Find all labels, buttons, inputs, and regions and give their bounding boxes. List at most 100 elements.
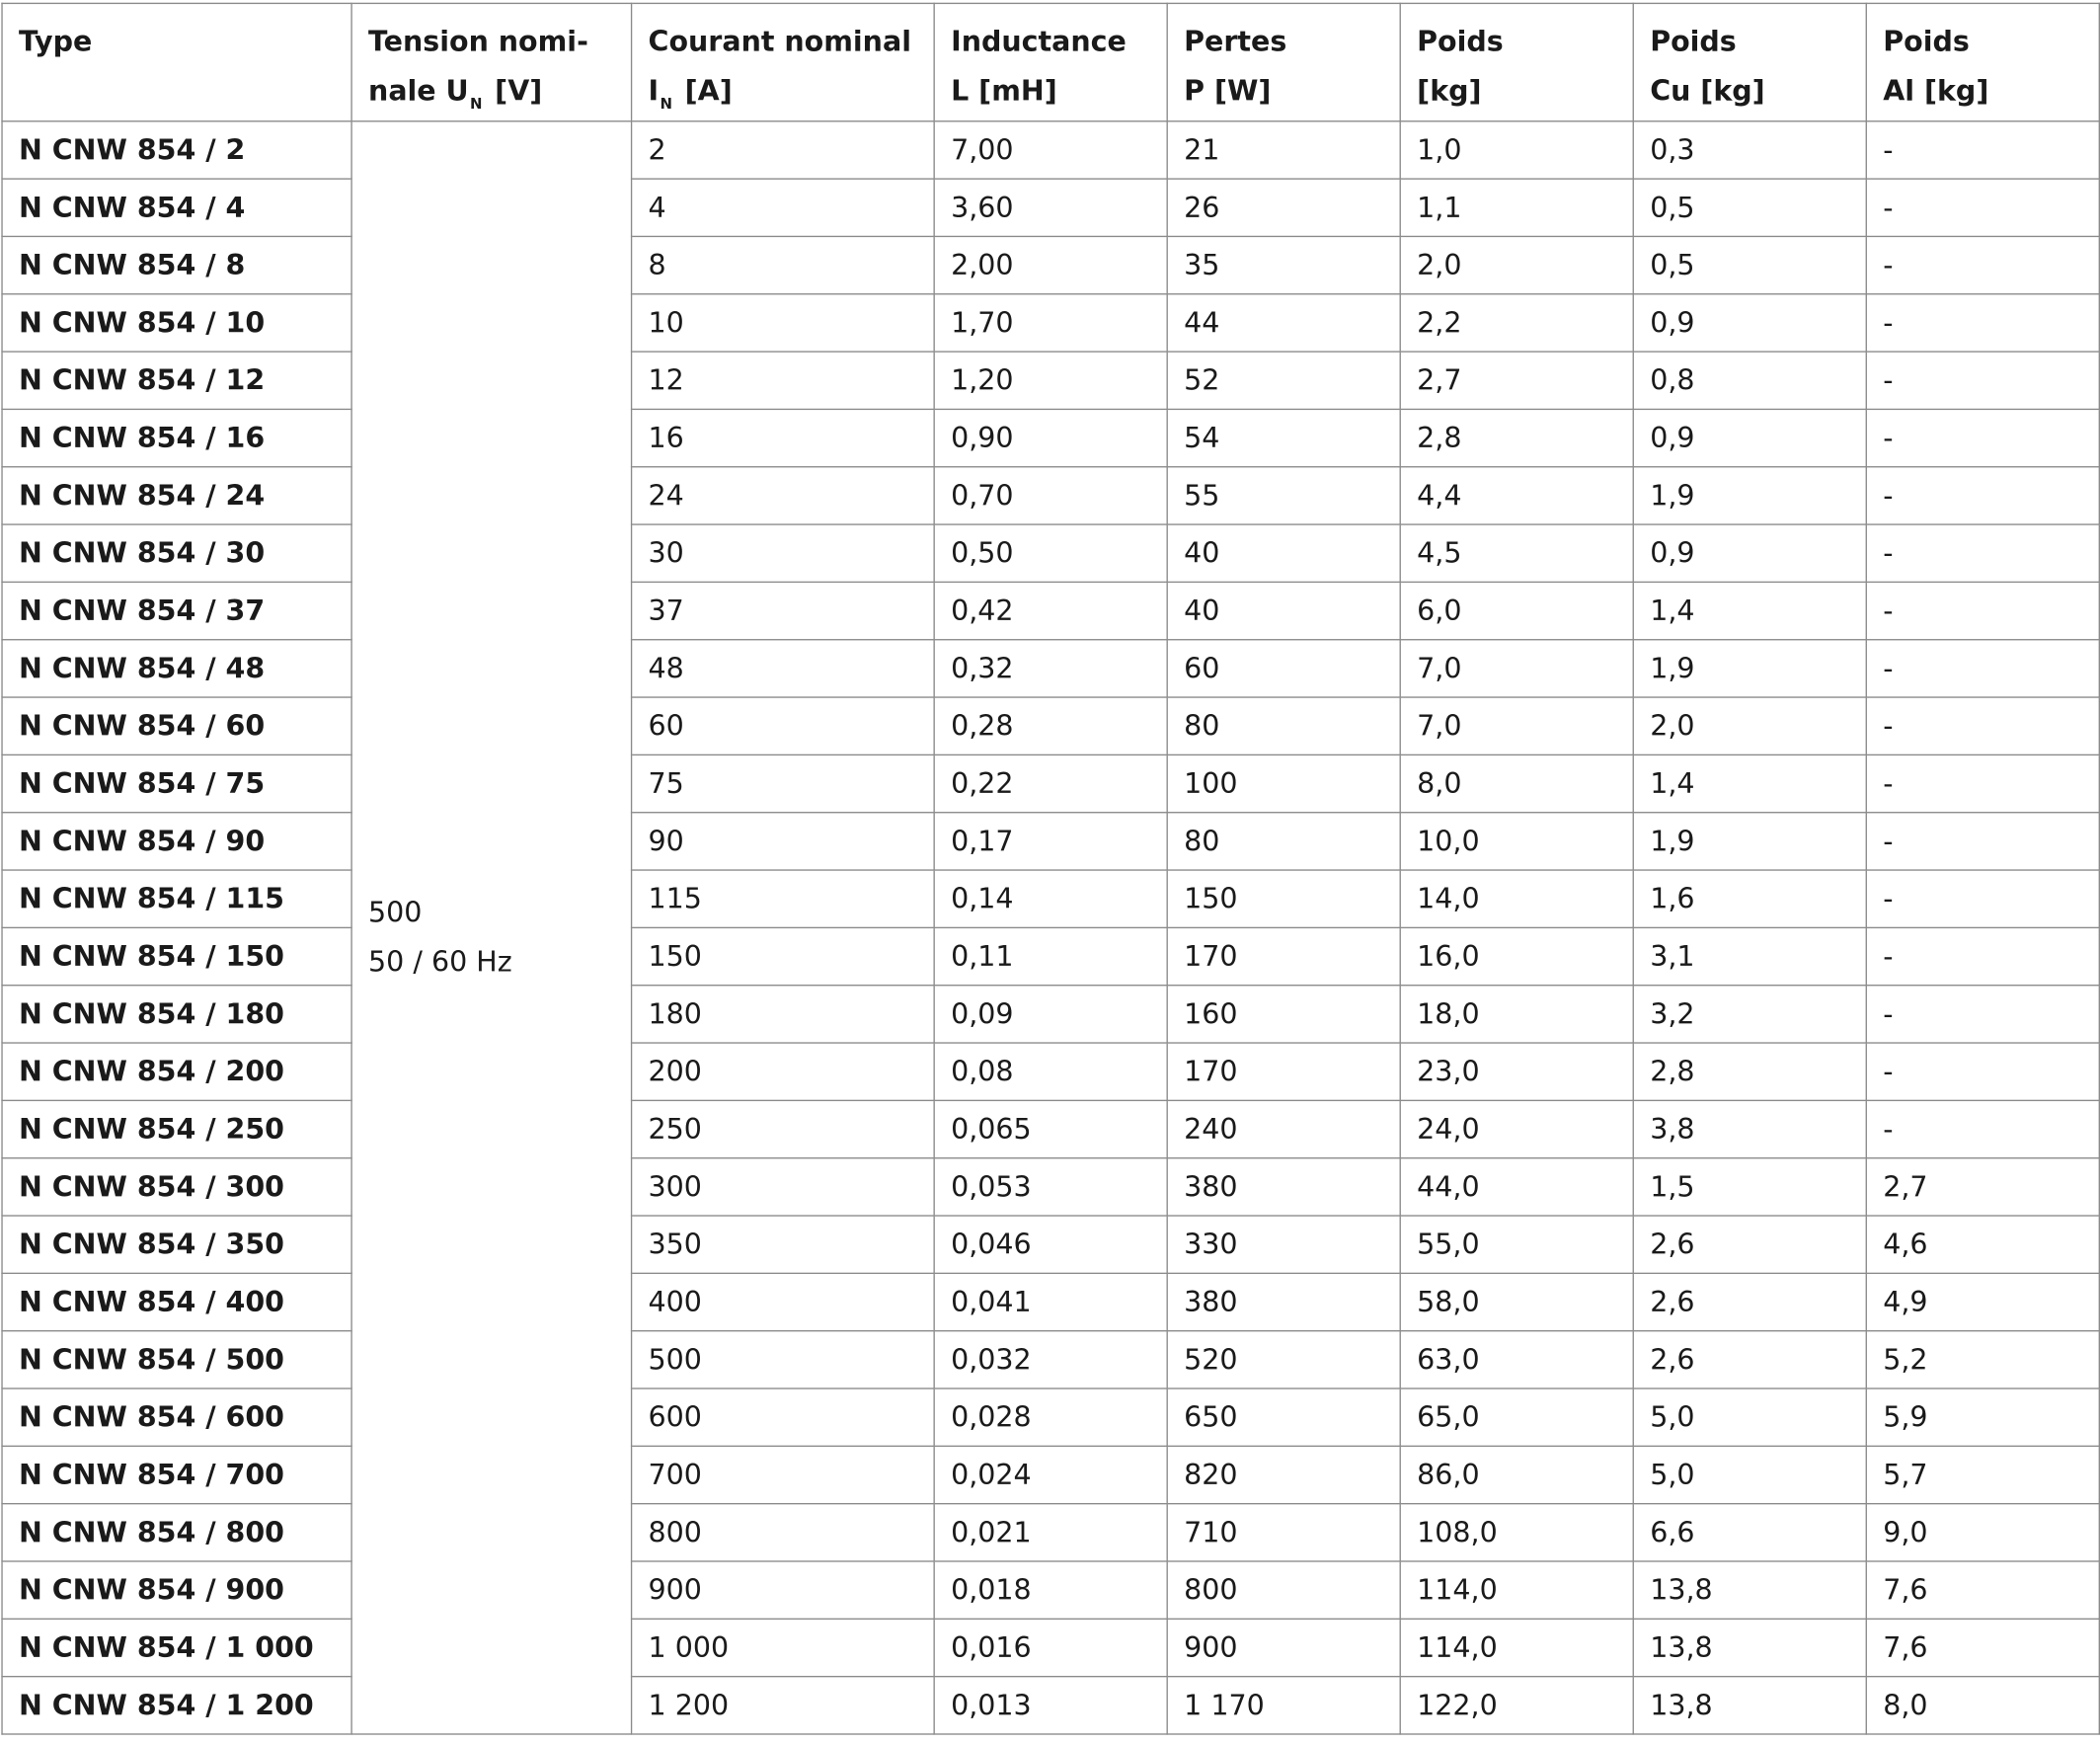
header-voltage-symbol: nale U <box>368 74 469 108</box>
header-inductance: Inductance L [mH] <box>933 2 1168 122</box>
cell-inductance: 7,00 <box>933 120 1168 180</box>
cell-weight-cu: 0,3 <box>1632 120 1867 180</box>
cell-losses: 40 <box>1166 523 1401 584</box>
cell-weight: 122,0 <box>1399 1675 1634 1735</box>
table-row: N CNW 854 / 350 350 0,046 330 55,0 2,6 4,6 <box>1 1215 2100 1275</box>
cell-losses: 44 <box>1166 293 1401 353</box>
cell-losses: 1 170 <box>1166 1675 1401 1735</box>
cell-type: N CNW 854 / 16 <box>1 408 352 468</box>
cell-weight-cu: 0,8 <box>1632 351 1867 411</box>
cell-type: N CNW 854 / 800 <box>1 1502 352 1562</box>
cell-weight: 24,0 <box>1399 1099 1634 1159</box>
header-current-line2: IN [A] <box>649 67 918 120</box>
header-voltage-unit: [V] <box>485 74 543 108</box>
table-row: N CNW 854 / 200 200 0,08 170 23,0 2,8- <box>1 1042 2100 1102</box>
cell-weight-al: - <box>1865 408 2100 468</box>
cell-losses: 520 <box>1166 1330 1401 1389</box>
cell-weight: 2,2 <box>1399 293 1634 353</box>
cell-current: 30 <box>630 523 935 584</box>
cell-weight-al: 7,6 <box>1865 1560 2100 1621</box>
table-row: N CNW 854 / 10 10 1,70 44 2,2 0,9- <box>1 293 2100 353</box>
table-row: N CNW 854 / 48 48 0,32 60 7,0 1,9- <box>1 639 2100 698</box>
header-voltage: Tension nomi- nale UN [V] <box>350 2 633 122</box>
table-row: N CNW 854 / 1 200 1 200 0,013 1 170 122,0 13,… <box>1 1675 2100 1735</box>
cell-type: N CNW 854 / 75 <box>1 753 352 814</box>
cell-current: 400 <box>630 1272 935 1332</box>
cell-weight-al: - <box>1865 523 2100 584</box>
cell-type: N CNW 854 / 2 <box>1 120 352 180</box>
cell-current: 90 <box>630 812 935 871</box>
cell-weight-cu: 5,0 <box>1632 1387 1867 1448</box>
table-row: N CNW 854 / 500 500 0,032 520 63,0 2,6 5,2 <box>1 1330 2100 1389</box>
header-current-unit: [A] <box>674 74 733 108</box>
cell-inductance: 1,20 <box>933 351 1168 411</box>
cell-losses: 52 <box>1166 351 1401 411</box>
cell-weight: 2,0 <box>1399 235 1634 295</box>
cell-type: N CNW 854 / 400 <box>1 1272 352 1332</box>
table-row: N CNW 854 / 30 30 0,50 40 4,5 0,9- <box>1 523 2100 584</box>
cell-weight-al: 5,7 <box>1865 1445 2100 1505</box>
cell-weight: 7,0 <box>1399 696 1634 756</box>
cell-type: N CNW 854 / 60 <box>1 696 352 756</box>
cell-weight-al: 4,9 <box>1865 1272 2100 1332</box>
cell-current: 75 <box>630 753 935 814</box>
cell-weight-al: 8,0 <box>1865 1675 2100 1735</box>
header-current-line1: Courant nominal <box>648 25 911 58</box>
cell-inductance: 2,00 <box>933 235 1168 295</box>
cell-weight-al: - <box>1865 985 2100 1044</box>
cell-weight-cu: 3,2 <box>1632 985 1867 1044</box>
cell-current: 16 <box>630 408 935 468</box>
cell-weight: 2,7 <box>1399 351 1634 411</box>
voltage-frequency: 50 / 60 Hz <box>368 945 512 978</box>
cell-weight-al: 7,6 <box>1865 1618 2100 1678</box>
cell-inductance: 0,032 <box>933 1330 1168 1389</box>
header-losses: Pertes P [W] <box>1166 2 1401 122</box>
cell-losses: 380 <box>1166 1157 1401 1217</box>
cell-weight-cu: 1,4 <box>1632 581 1867 641</box>
table-row: N CNW 854 / 700 700 0,024 820 86,0 5,0 5,7 <box>1 1445 2100 1505</box>
header-voltage-line1: Tension nomi- <box>368 25 588 58</box>
cell-inductance: 3,60 <box>933 178 1168 238</box>
cell-weight: 16,0 <box>1399 926 1634 987</box>
header-type-label: Type <box>18 25 93 58</box>
cell-weight-cu: 1,5 <box>1632 1157 1867 1217</box>
cell-type: N CNW 854 / 90 <box>1 812 352 871</box>
cell-losses: 80 <box>1166 812 1401 871</box>
cell-inductance: 0,021 <box>933 1502 1168 1562</box>
cell-inductance: 0,053 <box>933 1157 1168 1217</box>
cell-current: 300 <box>630 1157 935 1217</box>
cell-inductance: 0,28 <box>933 696 1168 756</box>
cell-losses: 240 <box>1166 1099 1401 1159</box>
cell-weight-al: - <box>1865 293 2100 353</box>
cell-weight: 86,0 <box>1399 1445 1634 1505</box>
cell-weight: 44,0 <box>1399 1157 1634 1217</box>
cell-inductance: 0,32 <box>933 639 1168 698</box>
table-body: N CNW 854 / 2 500 50 / 60 Hz 2 7,00 21 1,0 0,3-… <box>1 120 2100 1735</box>
cell-type: N CNW 854 / 115 <box>1 869 352 929</box>
header-weight-line2: [kg] <box>1417 74 1482 108</box>
cell-current: 60 <box>630 696 935 756</box>
cell-weight-cu: 2,6 <box>1632 1215 1867 1275</box>
cell-type: N CNW 854 / 4 <box>1 178 352 238</box>
cell-weight-cu: 2,6 <box>1632 1272 1867 1332</box>
cell-inductance: 0,22 <box>933 753 1168 814</box>
header-current: Courant nominal IN [A] <box>630 2 935 122</box>
cell-weight-al: - <box>1865 926 2100 987</box>
cell-weight: 23,0 <box>1399 1042 1634 1102</box>
table-row: N CNW 854 / 37 37 0,42 40 6,0 1,4- <box>1 581 2100 641</box>
cell-weight: 65,0 <box>1399 1387 1634 1448</box>
cell-inductance: 0,065 <box>933 1099 1168 1159</box>
cell-losses: 800 <box>1166 1560 1401 1621</box>
cell-weight-cu: 2,8 <box>1632 1042 1867 1102</box>
cell-losses: 170 <box>1166 1042 1401 1102</box>
cell-weight-cu: 13,8 <box>1632 1560 1867 1621</box>
cell-inductance: 0,016 <box>933 1618 1168 1678</box>
cell-inductance: 0,013 <box>933 1675 1168 1735</box>
cell-weight-cu: 2,0 <box>1632 696 1867 756</box>
cell-inductance: 0,046 <box>933 1215 1168 1275</box>
cell-weight-cu: 5,0 <box>1632 1445 1867 1505</box>
cell-weight-al: - <box>1865 696 2100 756</box>
cell-voltage-merged: 500 50 / 60 Hz <box>350 120 633 1735</box>
table-row: N CNW 854 / 180 180 0,09 160 18,0 3,2- <box>1 985 2100 1044</box>
